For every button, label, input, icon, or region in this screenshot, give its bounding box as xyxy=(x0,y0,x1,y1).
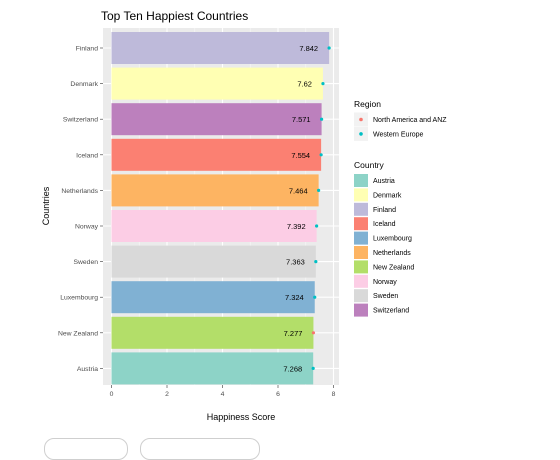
region-point xyxy=(319,117,324,121)
value-label: 7.268 xyxy=(283,364,302,373)
value-label: 7.554 xyxy=(291,151,310,160)
y-axis-title: Countries xyxy=(41,186,51,225)
bar xyxy=(111,316,314,349)
x-tick-label: 4 xyxy=(221,391,225,398)
country-legend-swatch xyxy=(354,231,368,245)
y-tick-label: Iceland xyxy=(76,152,98,159)
y-tick-label: Denmark xyxy=(70,81,98,88)
country-legend-label: New Zealand xyxy=(373,264,414,271)
value-label: 7.842 xyxy=(299,44,318,53)
y-tick-label: Norway xyxy=(75,224,99,231)
y-tick-label: Sweden xyxy=(73,259,98,266)
value-label: 7.363 xyxy=(286,258,305,267)
bar xyxy=(111,67,323,100)
y-tick-label: Netherlands xyxy=(61,188,98,195)
country-legend-label: Netherlands xyxy=(373,250,411,257)
bar xyxy=(111,32,330,64)
value-label: 7.62 xyxy=(297,80,312,89)
region-legend-label: North America and ANZ xyxy=(373,117,447,124)
x-tick-label: 8 xyxy=(332,391,336,398)
value-label: 7.464 xyxy=(289,186,308,195)
chart-title: Top Ten Happiest Countries xyxy=(101,9,248,23)
y-tick-label: Austria xyxy=(77,366,98,373)
x-axis: 0 2 4 6 8 xyxy=(110,385,336,398)
y-tick-label: New Zealand xyxy=(58,330,98,337)
country-legend-label: Switzerland xyxy=(373,308,409,315)
x-axis-title: Happiness Score xyxy=(207,412,276,422)
bar xyxy=(111,245,316,278)
country-legend-swatch xyxy=(354,188,368,202)
country-legend-swatch xyxy=(354,217,368,231)
legends: Region North America and ANZ Western Europ… xyxy=(354,99,447,317)
country-legend-swatch xyxy=(354,260,368,274)
country-legend-swatch xyxy=(354,274,368,288)
region-legend-label: Western Europe xyxy=(373,131,424,138)
country-legend-label: Austria xyxy=(373,178,395,185)
y-axis: Finland Denmark Switzerland Iceland Netherla… xyxy=(58,46,103,373)
region-point xyxy=(314,260,318,264)
x-tick-label: 0 xyxy=(110,391,114,398)
value-label: 7.324 xyxy=(285,293,304,302)
bar xyxy=(111,174,319,207)
happiness-chart: Top Ten Happiest Countries 7.842 7.62 7.57… xyxy=(41,9,447,422)
country-legend-swatch xyxy=(354,202,368,216)
y-tick-label: Switzerland xyxy=(63,117,98,124)
country-legend-label: Iceland xyxy=(373,221,396,228)
region-legend-point xyxy=(359,132,363,136)
x-tick-label: 6 xyxy=(276,391,280,398)
value-label: 7.277 xyxy=(284,329,303,338)
region-point xyxy=(317,188,321,192)
country-legend-swatch xyxy=(354,303,368,317)
bar xyxy=(111,210,317,242)
value-label: 7.392 xyxy=(287,222,306,231)
value-label: 7.571 xyxy=(292,115,311,124)
region-point xyxy=(327,46,331,50)
country-legend-label: Luxembourg xyxy=(373,236,412,243)
region-point xyxy=(311,331,316,335)
region-point xyxy=(315,224,319,228)
bottom-button-1[interactable] xyxy=(44,438,128,460)
region-point xyxy=(321,82,325,86)
country-legend-label: Finland xyxy=(373,207,396,214)
bar xyxy=(111,138,322,171)
x-tick-label: 2 xyxy=(165,391,169,398)
bar xyxy=(111,352,314,385)
bottom-button-2[interactable] xyxy=(140,438,260,460)
bar xyxy=(111,281,315,314)
country-legend-swatch xyxy=(354,289,368,303)
region-legend-point xyxy=(359,117,363,122)
region-point xyxy=(319,153,323,157)
region-point xyxy=(313,295,317,299)
y-tick-label: Luxembourg xyxy=(60,295,98,302)
country-legend-label: Denmark xyxy=(373,192,402,199)
region-point xyxy=(311,366,315,370)
country-legend-title: Country xyxy=(354,160,385,170)
bar xyxy=(111,103,322,136)
region-legend-title: Region xyxy=(354,99,381,109)
country-legend-label: Norway xyxy=(373,279,397,286)
y-tick-label: Finland xyxy=(76,46,99,53)
country-legend-swatch xyxy=(354,246,368,259)
country-legend-swatch xyxy=(354,174,368,187)
country-legend-label: Sweden xyxy=(373,293,398,300)
bars-group: 7.842 7.62 7.571 7.554 7.464 7.392 7.363 7.324 7… xyxy=(111,32,331,385)
